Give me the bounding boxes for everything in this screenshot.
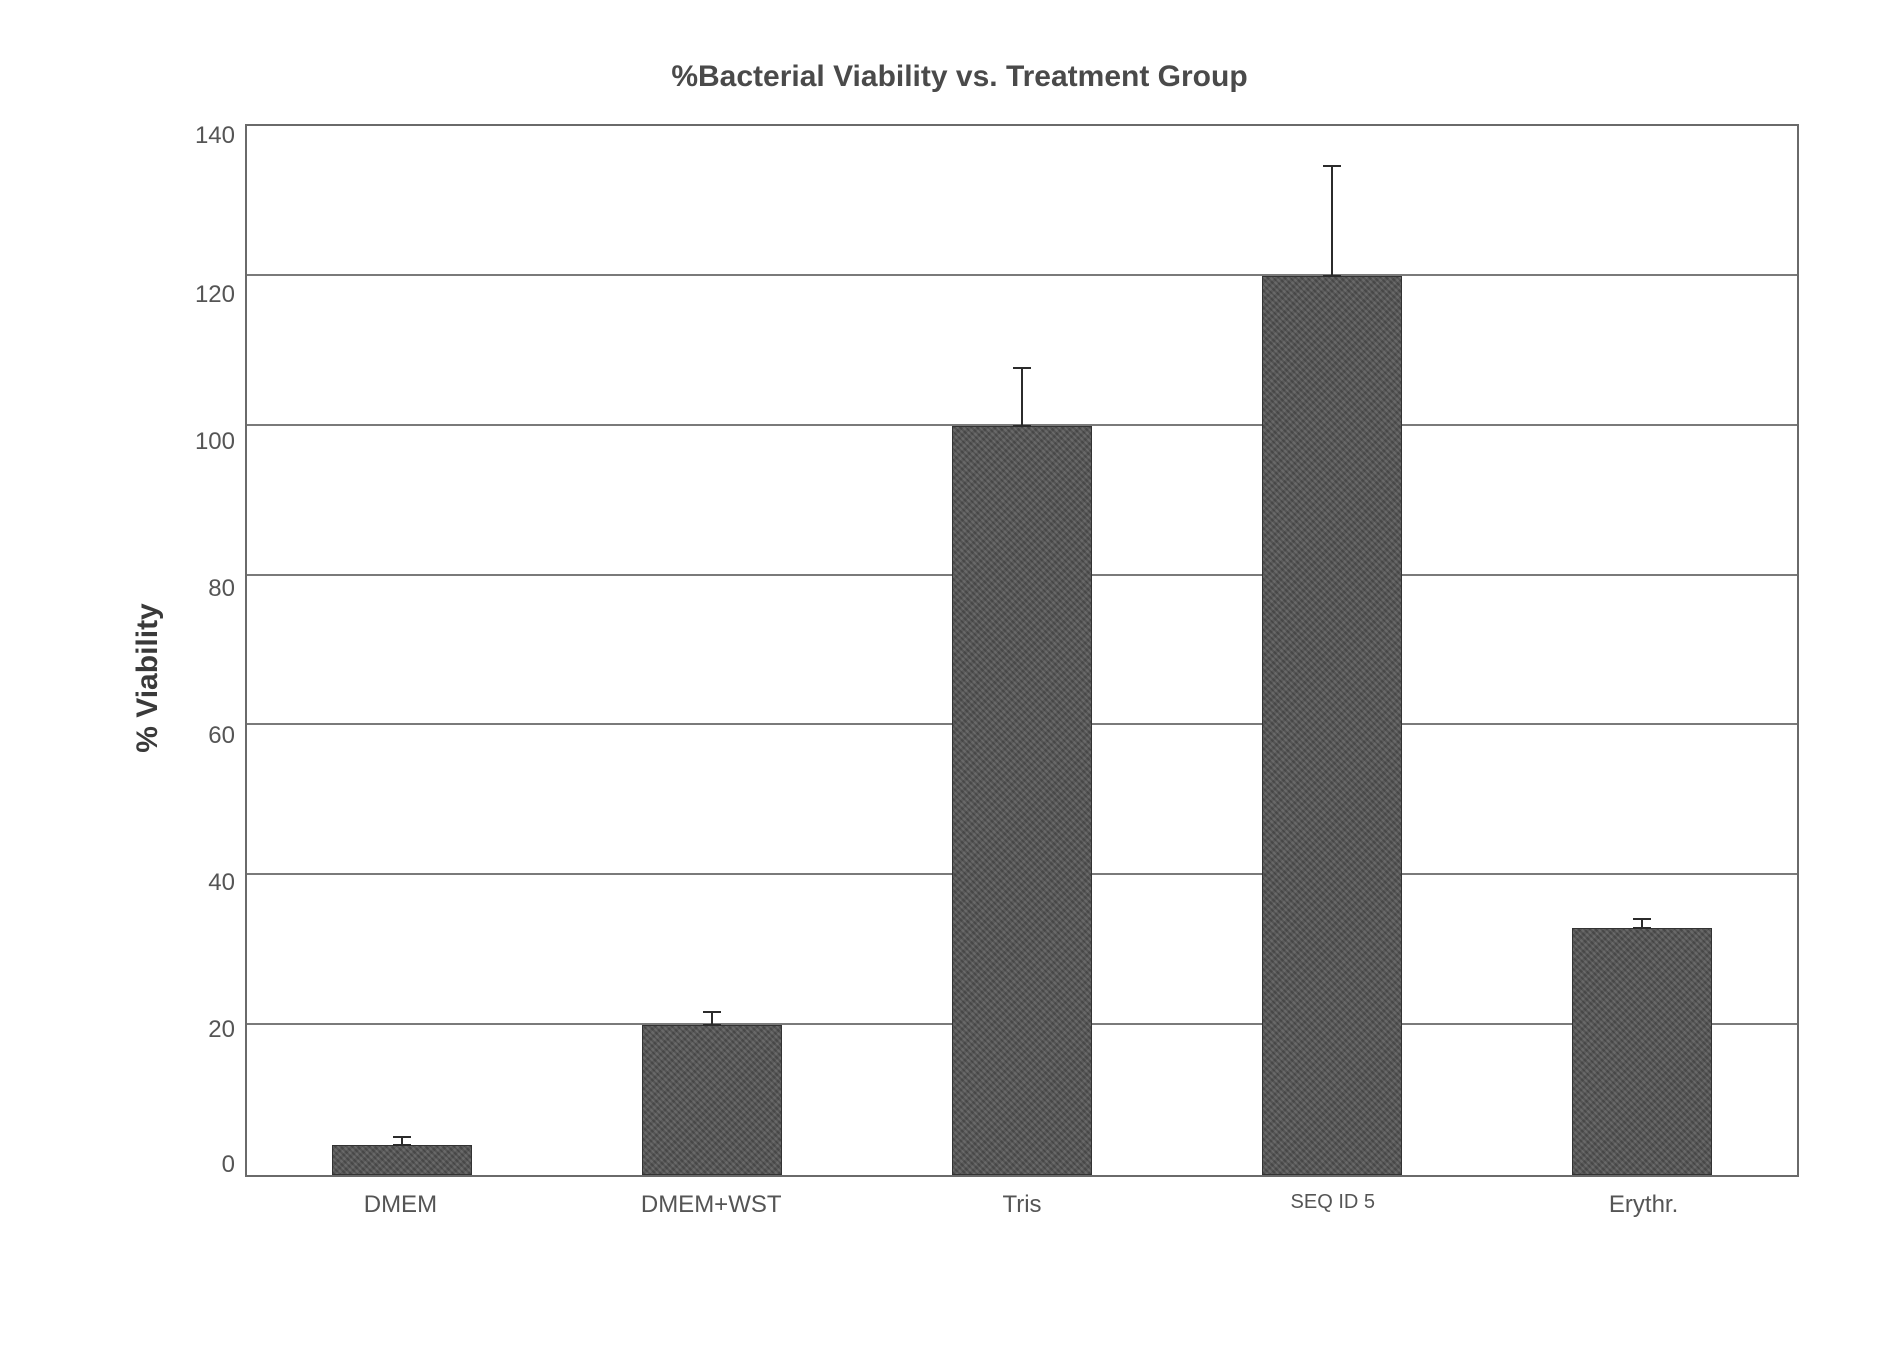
plot-area <box>245 124 1799 1177</box>
bar-slot <box>1487 126 1797 1175</box>
x-tick: DMEM+WST <box>556 1191 867 1219</box>
plot-column: 140 120 100 80 60 40 20 0 <box>175 124 1799 1231</box>
chart-title: %Bacterial Viability vs. Treatment Group <box>671 60 1247 94</box>
y-axis-ticks: 140 120 100 80 60 40 20 0 <box>175 124 245 1177</box>
chart-body: % Viability 140 120 100 80 60 40 20 0 <box>120 124 1799 1231</box>
y-tick: 80 <box>208 577 235 601</box>
x-axis-ticks: DMEM DMEM+WST Tris SEQ ID 5 Erythr. <box>245 1177 1799 1231</box>
y-tick: 140 <box>195 124 235 148</box>
bar-slot <box>247 126 557 1175</box>
bar-slot <box>867 126 1177 1175</box>
x-tick: Tris <box>867 1191 1178 1219</box>
y-axis-label-wrap: % Viability <box>120 124 175 1231</box>
x-tick: Erythr. <box>1488 1191 1799 1219</box>
y-tick: 20 <box>208 1018 235 1042</box>
plot-row: 140 120 100 80 60 40 20 0 <box>175 124 1799 1177</box>
bar-dmem <box>332 1145 472 1175</box>
error-bar <box>711 1011 713 1026</box>
y-axis-label: % Viability <box>131 603 165 753</box>
viability-bar-chart: %Bacterial Viability vs. Treatment Group… <box>120 60 1799 1231</box>
error-bar <box>401 1136 403 1146</box>
bars-container <box>247 126 1797 1175</box>
y-tick: 120 <box>195 283 235 307</box>
y-tick: 0 <box>222 1153 235 1177</box>
bar-dmem-wst <box>642 1025 782 1175</box>
bar-slot <box>1177 126 1487 1175</box>
bar-tris <box>952 426 1092 1175</box>
error-bar <box>1021 367 1023 427</box>
y-tick: 60 <box>208 724 235 748</box>
error-bar <box>1331 165 1333 277</box>
y-tick: 40 <box>208 871 235 895</box>
x-tick: DMEM <box>245 1191 556 1219</box>
error-bar <box>1641 918 1643 929</box>
bar-seq-id-5 <box>1262 276 1402 1175</box>
bar-slot <box>557 126 867 1175</box>
bar-erythr <box>1572 928 1712 1175</box>
y-tick: 100 <box>195 430 235 454</box>
x-tick: SEQ ID 5 <box>1177 1191 1488 1214</box>
